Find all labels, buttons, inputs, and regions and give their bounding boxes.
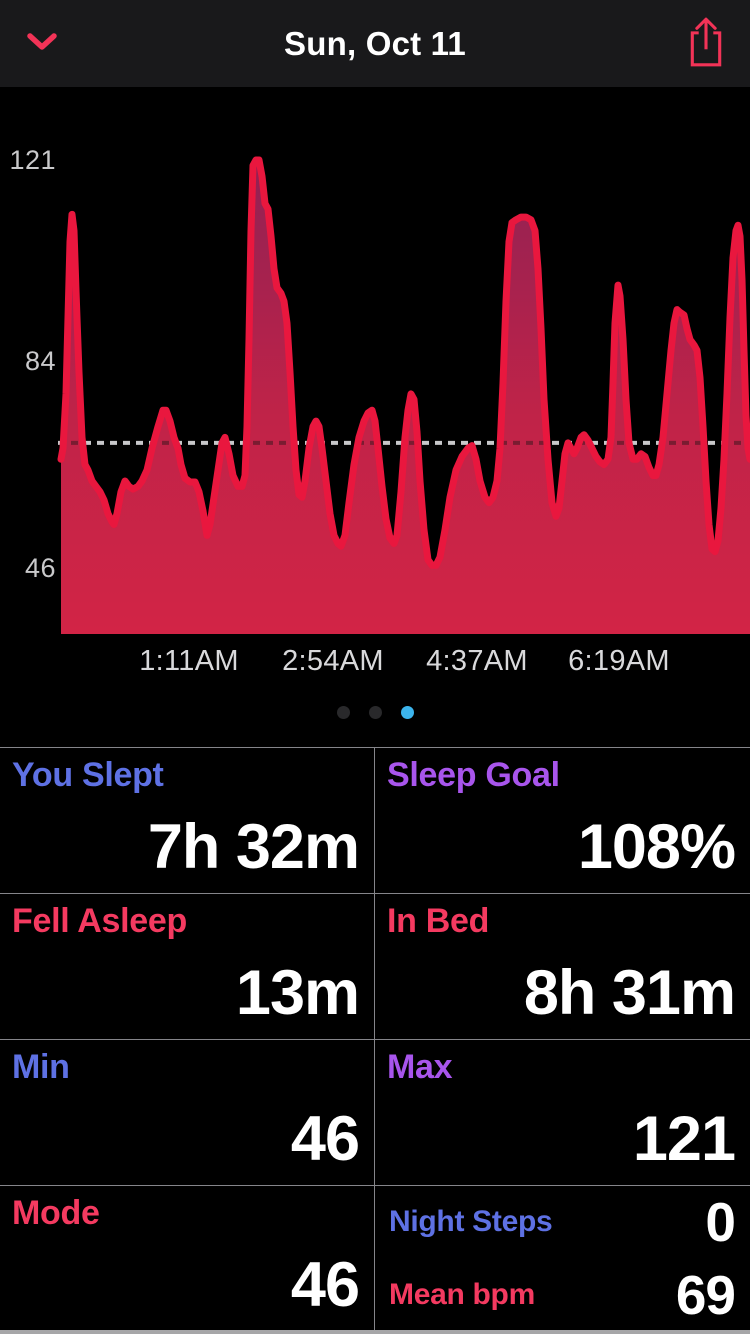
stat-label: Max — [387, 1048, 453, 1086]
header-bar: Sun, Oct 11 — [0, 0, 750, 87]
heart-rate-fill — [61, 160, 750, 634]
stat-cell-fell-asleep: Fell Asleep 13m — [0, 894, 375, 1040]
stat-cell-max: Max 121 — [375, 1040, 750, 1186]
stat-label: Mean bpm — [389, 1277, 535, 1311]
stat-value: 8h 31m — [523, 958, 736, 1028]
heart-rate-area-chart — [57, 156, 750, 634]
stat-value: 46 — [290, 1250, 360, 1320]
bottom-divider-strip — [0, 1330, 750, 1334]
stat-cell-you-slept: You Slept 7h 32m — [0, 748, 375, 894]
x-axis-tick: 4:37AM — [426, 645, 528, 677]
stat-cell-mode: Mode 46 — [0, 1186, 375, 1331]
x-axis-tick: 6:19AM — [568, 645, 670, 677]
page-dot[interactable] — [336, 706, 350, 719]
stat-label: In Bed — [387, 902, 490, 940]
stat-cell-min: Min 46 — [0, 1040, 375, 1186]
stat-label: You Slept — [12, 756, 164, 794]
heart-rate-chart[interactable]: 121 84 46 1:11AM 2:54AM 4:37AM 6:19AM — [0, 87, 750, 747]
y-axis-tick: 46 — [24, 553, 56, 583]
stat-label: Mode — [12, 1194, 100, 1232]
stat-cell-sleep-goal: Sleep Goal 108% — [375, 748, 750, 894]
stat-cell-night-steps-mean-bpm: Night Steps 0 Mean bpm 69 — [375, 1186, 750, 1331]
stat-subrow-mean-bpm: Mean bpm 69 — [375, 1259, 750, 1332]
collapse-button[interactable] — [14, 0, 70, 87]
stat-value: 121 — [632, 1104, 736, 1174]
stat-cell-in-bed: In Bed 8h 31m — [375, 894, 750, 1040]
stat-value: 108% — [577, 812, 736, 882]
page-control — [0, 706, 750, 719]
stat-value: 69 — [675, 1263, 736, 1326]
page-title: Sun, Oct 11 — [284, 24, 466, 62]
y-axis-tick: 84 — [24, 346, 56, 377]
stats-grid: You Slept 7h 32m Sleep Goal 108% Fell As… — [0, 747, 750, 1331]
stat-label: Sleep Goal — [387, 756, 560, 794]
share-button[interactable] — [678, 0, 734, 87]
x-axis-tick: 2:54AM — [282, 645, 384, 677]
stat-label: Night Steps — [389, 1205, 553, 1239]
stat-value: 7h 32m — [147, 812, 360, 882]
chevron-down-icon — [26, 32, 58, 55]
stat-value: 0 — [705, 1191, 736, 1254]
stat-subrow-night-steps: Night Steps 0 — [375, 1186, 750, 1259]
stat-label: Min — [12, 1048, 70, 1086]
x-axis-tick: 1:11AM — [139, 645, 239, 677]
y-axis-tick: 121 — [9, 145, 56, 175]
stat-value: 46 — [290, 1104, 360, 1174]
stat-value: 13m — [235, 958, 360, 1028]
heart-rate-line — [57, 156, 750, 569]
share-icon — [685, 14, 727, 73]
page-dot-active[interactable] — [400, 706, 414, 719]
stat-label: Fell Asleep — [12, 902, 187, 940]
page-dot[interactable] — [368, 706, 382, 719]
